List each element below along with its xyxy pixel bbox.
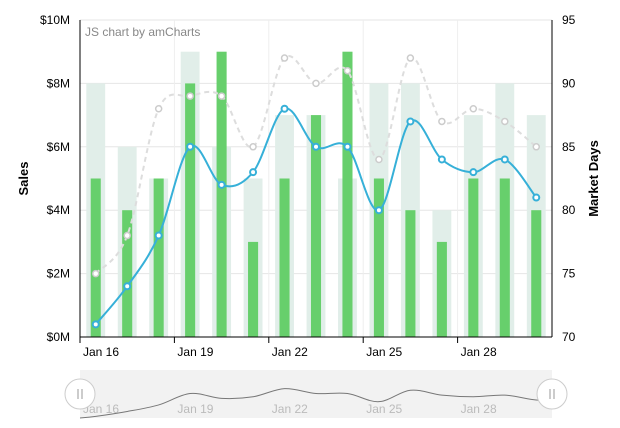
dashed-point — [469, 105, 478, 113]
y-left-tick-label: $6M — [47, 140, 70, 154]
dashed-point — [312, 79, 320, 88]
scrollbar-handle-left[interactable] — [64, 378, 96, 410]
y-left-tick-label: $10M — [40, 13, 70, 27]
line-point — [217, 180, 226, 189]
line-point — [154, 231, 163, 240]
dashed-point — [438, 117, 446, 126]
y-left-axis-title: Sales — [16, 162, 31, 196]
bar-front — [122, 210, 133, 337]
dashed-point — [406, 54, 415, 62]
x-tick-label: Jan 28 — [461, 345, 497, 359]
scrollbar-label: Jan 28 — [461, 402, 497, 416]
bar-front — [405, 210, 416, 337]
bar-front — [279, 178, 290, 337]
y-right-tick-label: 75 — [562, 267, 576, 281]
scrollbar-handle-right[interactable] — [536, 378, 568, 410]
scrollbar-label: Jan 25 — [366, 402, 402, 416]
bar-front — [248, 241, 259, 337]
bar-front — [373, 178, 384, 337]
y-right-tick-label: 90 — [562, 76, 576, 90]
axes: $0M $2M $4M $6M $8M $10M 70 75 80 85 90 95 Jan 16 Jan… — [16, 13, 601, 359]
line-point — [91, 320, 100, 329]
bar-front — [531, 210, 542, 337]
bar-front — [185, 83, 196, 338]
chart-credit[interactable]: JS chart by amCharts — [85, 25, 200, 39]
bar-front — [216, 51, 227, 337]
dashed-point — [501, 117, 509, 126]
line-point — [312, 142, 320, 151]
scrollbar-preview-line — [79, 388, 553, 419]
scrollbar[interactable]: Jan 16 Jan 19 Jan 22 Jan 25 Jan 28 — [64, 370, 568, 419]
dashed-point — [343, 66, 352, 75]
y-right-tick-label: 80 — [562, 203, 576, 217]
line-series — [91, 104, 541, 329]
x-tick-label: Jan 25 — [366, 345, 402, 359]
scrollbar-label: Jan 19 — [177, 402, 213, 416]
dashed-point — [532, 143, 541, 151]
y-left-tick-label: $8M — [47, 76, 70, 90]
dashed-point — [154, 105, 163, 113]
scrollbar-label: Jan 16 — [83, 402, 119, 416]
dashed-point — [217, 92, 226, 100]
bar-front — [468, 178, 479, 337]
handle-circle — [64, 378, 96, 410]
dashed-point — [375, 155, 383, 164]
bar-front — [436, 241, 447, 337]
line-point — [437, 155, 446, 164]
line-point — [469, 168, 478, 177]
scrollbar-label: Jan 22 — [272, 402, 308, 416]
y-left-tick-label: $2M — [47, 267, 70, 281]
y-right-tick-label: 95 — [562, 13, 576, 27]
x-tick-label: Jan 19 — [177, 345, 213, 359]
bars-front-series — [90, 51, 542, 338]
handle-circle — [536, 378, 568, 410]
bar-front — [310, 115, 322, 337]
dashed-point — [123, 231, 131, 240]
bar-front — [153, 178, 164, 337]
bar-front — [342, 51, 353, 337]
y-right-tick-label: 85 — [562, 140, 576, 154]
y-left-tick-label: $4M — [47, 203, 70, 217]
line-point — [406, 117, 415, 126]
line-point — [532, 193, 541, 202]
y-right-tick-label: 70 — [562, 330, 576, 344]
line-point — [123, 282, 132, 291]
line-point — [249, 168, 258, 177]
dashed-point — [249, 143, 257, 151]
dashed-line-series — [91, 54, 541, 278]
dashed-point — [186, 92, 194, 100]
line-point — [186, 142, 195, 151]
line-point — [280, 104, 289, 113]
y-left-tick-label: $0M — [47, 330, 70, 344]
bar-front — [90, 178, 101, 337]
line-point — [343, 142, 352, 151]
x-tick-label: Jan 16 — [83, 345, 119, 359]
y-right-axis-title: Market Days — [586, 140, 601, 217]
x-tick-label: Jan 22 — [272, 345, 308, 359]
dashed-point — [91, 269, 100, 278]
bar-front — [499, 178, 510, 337]
dashed-point — [280, 54, 289, 62]
line-point — [500, 155, 509, 164]
line-point — [374, 206, 383, 215]
